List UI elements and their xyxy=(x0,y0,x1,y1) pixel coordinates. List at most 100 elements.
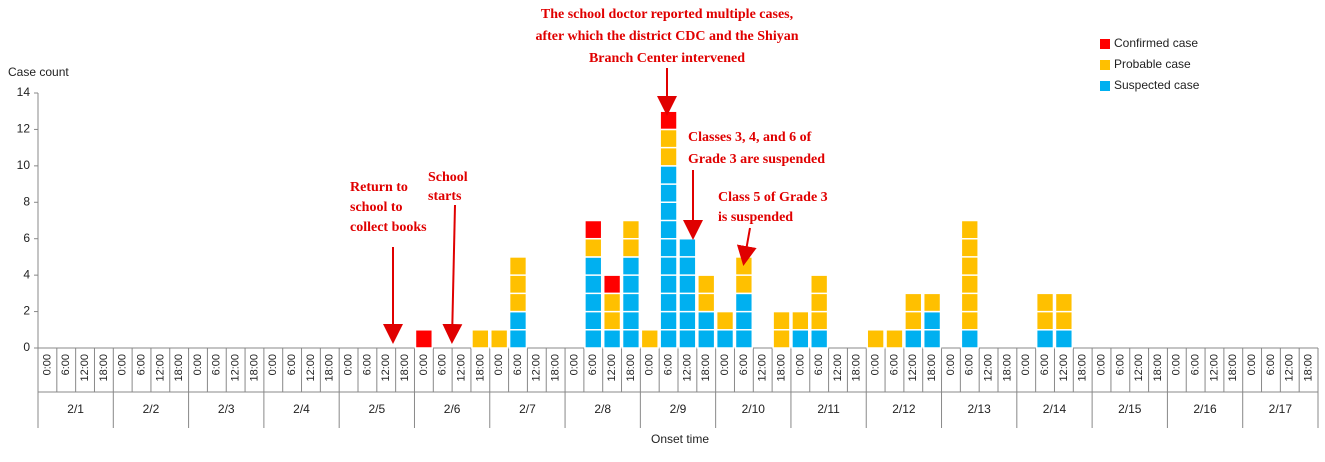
group-label: 2/10 xyxy=(742,402,766,416)
annotation: Classes 3, 4, and 6 of xyxy=(688,130,812,145)
group-label: 2/7 xyxy=(519,402,536,416)
group-label: 2/13 xyxy=(967,402,991,416)
x-tick-label: 6:00 xyxy=(1265,354,1277,375)
x-tick-label: 0:00 xyxy=(41,354,53,375)
y-tick-label: 0 xyxy=(23,340,30,354)
x-tick-label: 6:00 xyxy=(135,354,147,375)
group-label: 2/12 xyxy=(892,402,916,416)
x-tick-label: 0:00 xyxy=(1020,354,1032,375)
x-tick-label: 18:00 xyxy=(700,354,712,382)
x-tick-label: 6:00 xyxy=(1039,354,1051,375)
legend-label: Suspected case xyxy=(1114,78,1200,92)
x-tick-label: 0:00 xyxy=(644,354,656,375)
group-label: 2/15 xyxy=(1118,402,1142,416)
x-tick-label: 18:00 xyxy=(173,354,185,382)
x-tick-label: 12:00 xyxy=(380,354,392,382)
x-tick-label: 6:00 xyxy=(211,354,223,375)
legend-swatch xyxy=(1100,60,1110,70)
x-tick-label: 12:00 xyxy=(531,354,543,382)
bar-segment xyxy=(490,329,509,349)
bar-segment xyxy=(904,329,923,349)
group-label: 2/8 xyxy=(594,402,611,416)
y-axis-title: Case count xyxy=(8,65,69,79)
x-tick-label: 0:00 xyxy=(342,354,354,375)
x-tick-label: 12:00 xyxy=(757,354,769,382)
x-tick-label: 6:00 xyxy=(361,354,373,375)
x-tick-label: 6:00 xyxy=(888,354,900,375)
annotation: starts xyxy=(428,189,462,204)
x-tick-label: 6:00 xyxy=(1190,354,1202,375)
x-tick-label: 18:00 xyxy=(474,354,486,382)
legend-label: Confirmed case xyxy=(1114,36,1198,50)
group-label: 2/6 xyxy=(444,402,461,416)
bar-segment xyxy=(791,329,810,349)
annotation: school to xyxy=(350,200,403,215)
x-tick-label: 6:00 xyxy=(738,354,750,375)
x-tick-label: 12:00 xyxy=(1133,354,1145,382)
x-tick-label: 12:00 xyxy=(455,354,467,382)
group-label: 2/16 xyxy=(1193,402,1217,416)
x-tick-label: 18:00 xyxy=(324,354,336,382)
bar-segment xyxy=(960,329,979,349)
x-tick-label: 12:00 xyxy=(832,354,844,382)
x-tick-label: 18:00 xyxy=(98,354,110,382)
x-tick-label: 12:00 xyxy=(154,354,166,382)
bar-segment xyxy=(508,256,528,313)
bar-segment xyxy=(715,329,735,349)
group-label: 2/4 xyxy=(293,402,310,416)
bar-segment xyxy=(791,310,810,331)
x-tick-label: 6:00 xyxy=(587,354,599,375)
x-tick-label: 18:00 xyxy=(1227,354,1239,382)
bar-segment xyxy=(922,292,942,313)
bar-segment xyxy=(866,329,885,349)
legend-swatch xyxy=(1100,39,1110,49)
x-tick-label: 6:00 xyxy=(964,354,976,375)
y-tick-label: 10 xyxy=(17,158,31,172)
x-tick-label: 18:00 xyxy=(550,354,562,382)
x-tick-label: 12:00 xyxy=(606,354,618,382)
bar-segment xyxy=(885,329,904,349)
group-label: 2/5 xyxy=(368,402,385,416)
x-tick-label: 12:00 xyxy=(982,354,994,382)
x-tick-label: 18:00 xyxy=(1001,354,1013,382)
group-label: 2/3 xyxy=(218,402,235,416)
annotation: Return to xyxy=(350,180,408,195)
x-tick-label: 0:00 xyxy=(117,354,129,375)
group-label: 2/14 xyxy=(1043,402,1067,416)
annotation: The school doctor reported multiple case… xyxy=(541,7,793,22)
x-tick-label: 6:00 xyxy=(512,354,524,375)
x-tick-label: 6:00 xyxy=(1114,354,1126,375)
x-tick-label: 0:00 xyxy=(1095,354,1107,375)
annotation: collect books xyxy=(350,220,427,235)
bar-segment xyxy=(414,329,434,349)
x-tick-label: 18:00 xyxy=(1077,354,1089,382)
annotation-arrow xyxy=(442,204,463,344)
x-tick-label: 18:00 xyxy=(399,354,411,382)
legend-label: Probable case xyxy=(1114,57,1191,71)
bar-segment xyxy=(1035,329,1055,349)
x-tick-label: 18:00 xyxy=(1152,354,1164,382)
annotation: is suspended xyxy=(718,210,793,225)
x-tick-label: 6:00 xyxy=(60,354,72,375)
x-tick-label: 0:00 xyxy=(794,354,806,375)
group-label: 2/17 xyxy=(1269,402,1293,416)
bar-segment xyxy=(584,219,603,240)
x-tick-label: 0:00 xyxy=(568,354,580,375)
x-tick-label: 12:00 xyxy=(1284,354,1296,382)
x-tick-label: 12:00 xyxy=(907,354,919,382)
x-tick-label: 6:00 xyxy=(437,354,449,375)
group-label: 2/9 xyxy=(670,402,687,416)
bar-segment xyxy=(621,256,641,349)
x-tick-label: 18:00 xyxy=(926,354,938,382)
x-tick-label: 18:00 xyxy=(1302,354,1314,382)
y-tick-label: 2 xyxy=(23,304,30,318)
annotation: Class 5 of Grade 3 xyxy=(718,190,828,205)
bar-segment xyxy=(640,329,659,349)
annotation: School xyxy=(428,170,468,185)
group-label: 2/1 xyxy=(67,402,84,416)
bar-segment xyxy=(584,237,603,258)
x-tick-label: 18:00 xyxy=(775,354,787,382)
bar-segment xyxy=(602,274,622,295)
y-tick-label: 14 xyxy=(17,85,31,99)
